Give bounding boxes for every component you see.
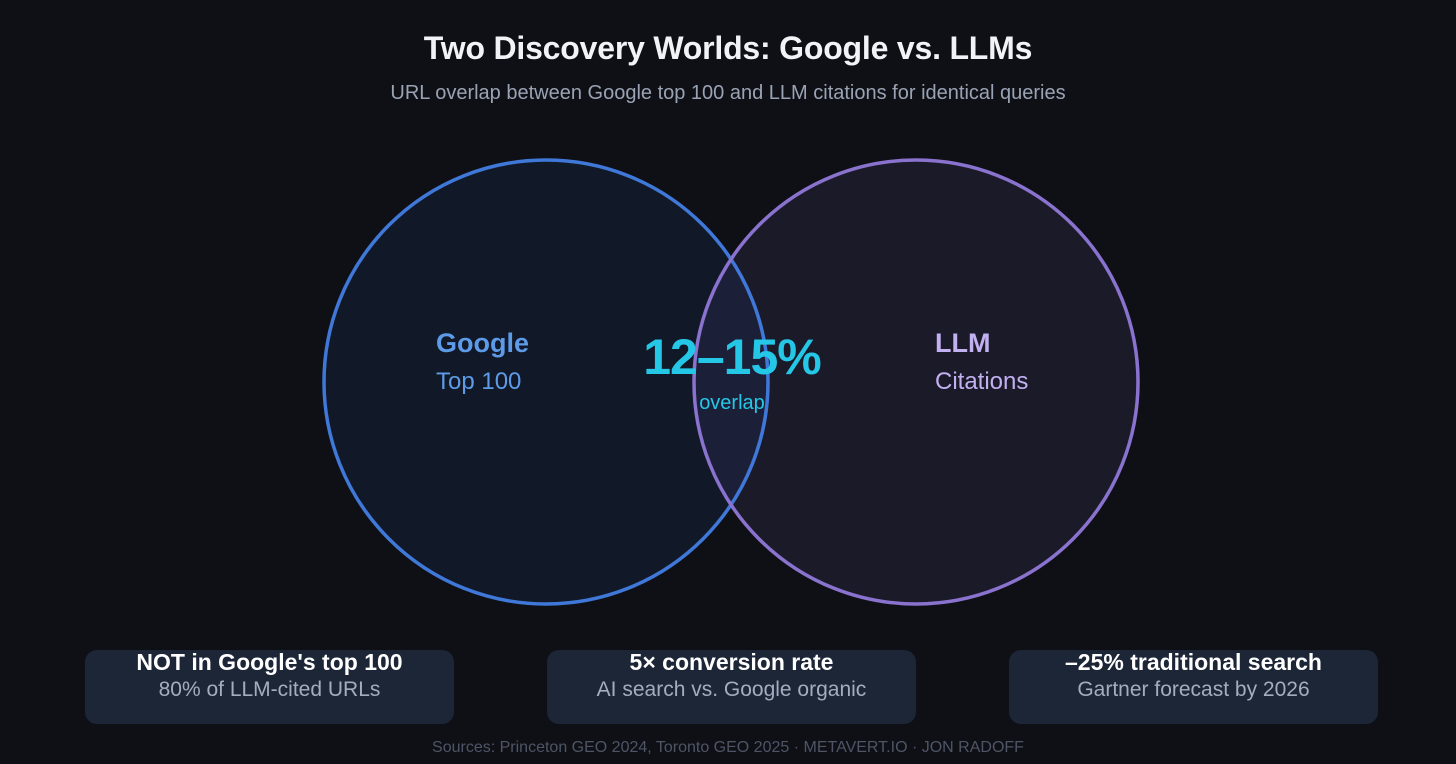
diagram-subtitle: URL overlap between Google top 100 and L… (390, 82, 1066, 104)
stat-card-traditional-search: –25% traditional search Gartner forecast… (1009, 650, 1378, 724)
google-circle (322, 158, 770, 606)
llm-circle-fill (694, 160, 1138, 604)
overlap-percentage: 12–15% (643, 329, 822, 385)
stat-detail: 80% of LLM-cited URLs (158, 678, 381, 701)
stat-detail: AI search vs. Google organic (596, 678, 867, 701)
llm-circle (692, 158, 1140, 606)
google-circle-fill (324, 160, 768, 604)
diagram-title: Two Discovery Worlds: Google vs. LLMs (423, 30, 1033, 66)
llm-label: LLM (935, 328, 991, 358)
stat-headline: 5× conversion rate (629, 649, 834, 675)
stat-card-not-in-google: NOT in Google's top 100 80% of LLM-cited… (85, 650, 454, 724)
stat-headline: –25% traditional search (1065, 649, 1322, 675)
google-label: Google (436, 328, 529, 358)
llm-sublabel: Citations (935, 368, 1029, 395)
stat-headline: NOT in Google's top 100 (136, 649, 403, 675)
overlap-label: overlap (699, 392, 765, 414)
google-sublabel: Top 100 (436, 368, 522, 395)
sources-footer: Sources: Princeton GEO 2024, Toronto GEO… (432, 739, 1024, 756)
stat-card-conversion-rate: 5× conversion rate AI search vs. Google … (547, 650, 916, 724)
stat-detail: Gartner forecast by 2026 (1077, 678, 1310, 701)
